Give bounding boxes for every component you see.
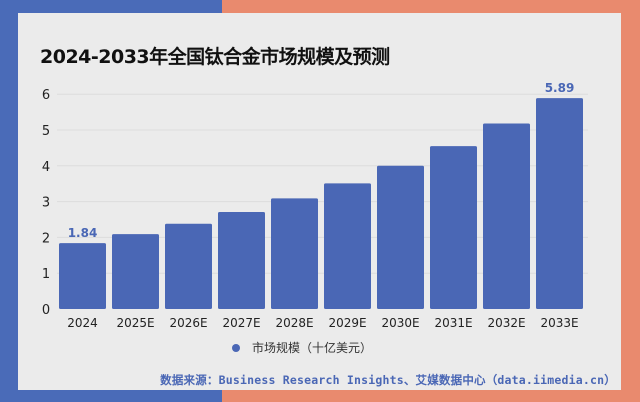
- y-tick-label: 0: [42, 303, 50, 318]
- x-tick-label: 2031E: [434, 316, 472, 330]
- bar-2026E: [165, 223, 212, 309]
- bar-2030E: [377, 165, 424, 309]
- bar-2033E: [536, 98, 583, 309]
- y-tick-label: 4: [42, 160, 50, 175]
- y-tick-label: 2: [42, 231, 50, 246]
- bar-2024: [59, 243, 106, 309]
- y-tick-label: 3: [42, 196, 50, 211]
- x-tick-label: 2033E: [540, 316, 578, 330]
- x-tick-label: 2032E: [487, 316, 525, 330]
- bar-2027E: [218, 211, 265, 309]
- bar-2031E: [430, 146, 477, 309]
- bar-2029E: [324, 183, 371, 309]
- x-tick-label: 2028E: [275, 316, 313, 330]
- chart-title: 2024-2033年全国钛合金市场规模及预测: [40, 46, 390, 68]
- bar-2025E: [112, 234, 159, 309]
- y-tick-label: 5: [42, 124, 50, 139]
- source-note: 数据来源：Business Research Insights、艾媒数据中心（d…: [160, 373, 616, 387]
- y-tick-label: 1: [42, 267, 50, 282]
- bar-2032E: [483, 123, 530, 309]
- legend-label: 市场规模（十亿美元）: [252, 341, 373, 355]
- x-tick-label: 2029E: [328, 316, 366, 330]
- x-tick-label: 2026E: [169, 316, 207, 330]
- legend: 市场规模（十亿美元）: [232, 339, 372, 356]
- bar-2028E: [271, 198, 318, 309]
- data-label: 5.89: [545, 81, 575, 95]
- x-tick-label: 2027E: [222, 316, 260, 330]
- legend-marker: [232, 343, 240, 352]
- x-tick-label: 2025E: [116, 316, 154, 330]
- data-label: 1.84: [68, 226, 98, 240]
- y-tick-label: 6: [42, 88, 50, 103]
- x-tick-label: 2030E: [381, 316, 419, 330]
- x-tick-label: 2024: [67, 316, 98, 330]
